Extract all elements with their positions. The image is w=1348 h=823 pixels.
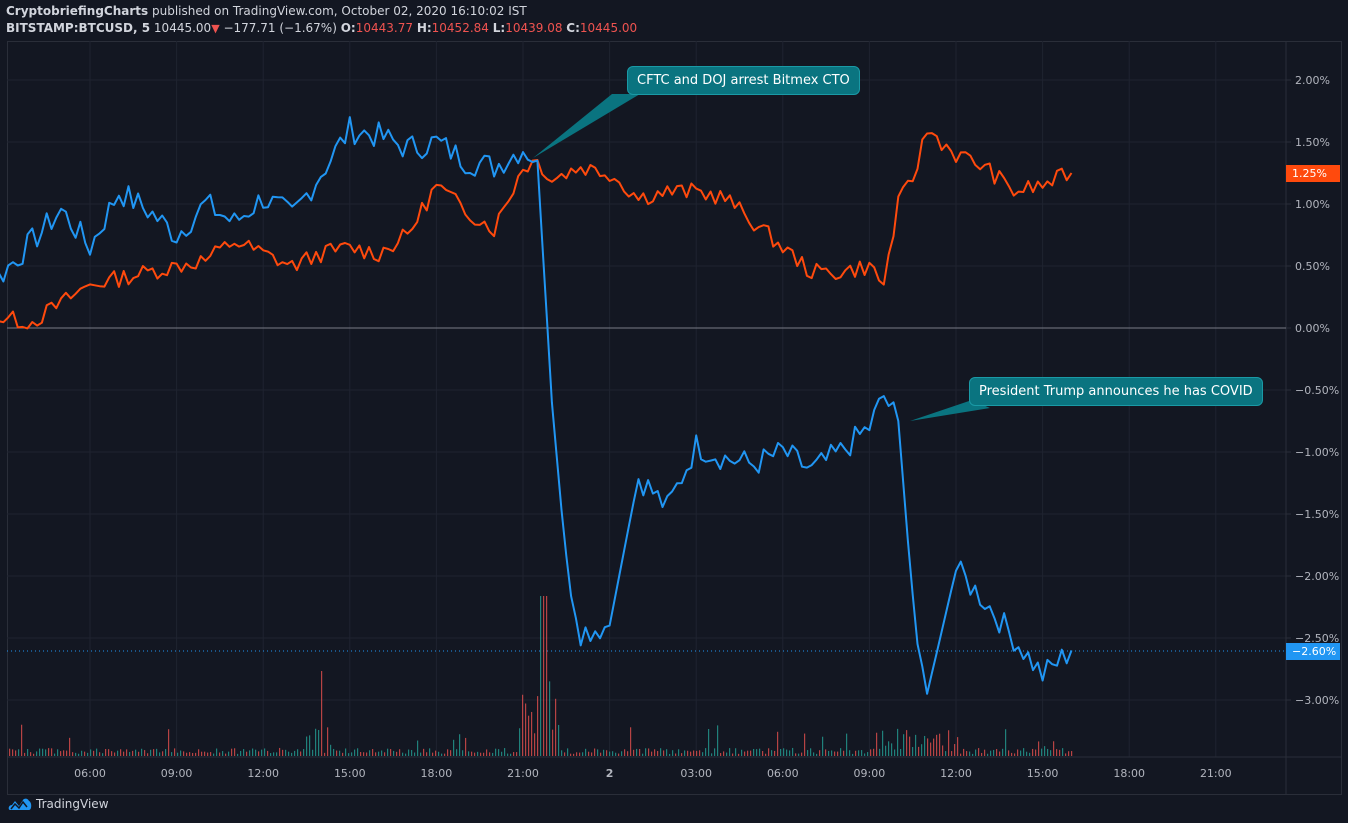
low-label: L:: [492, 21, 506, 35]
price-axis-label: −2.50%: [1295, 632, 1339, 645]
annotation-covid[interactable]: President Trump announces he has COVID: [969, 377, 1263, 406]
price-axis-label: 2.00%: [1295, 74, 1330, 87]
price-axis-label: −2.00%: [1295, 570, 1339, 583]
blue-price-tag: −2.60%: [1286, 643, 1340, 660]
price-axis-label: 1.00%: [1295, 198, 1330, 211]
symbol-label: BITSTAMP:BTCUSD, 5: [6, 21, 151, 35]
price-axis-label: 0.50%: [1295, 260, 1330, 273]
time-axis-label: 18:00: [421, 767, 453, 780]
author-name[interactable]: CryptobriefingCharts: [6, 4, 149, 18]
price-axis-label: −1.00%: [1295, 446, 1339, 459]
tradingview-brand: TradingView: [36, 797, 109, 811]
publish-info: published on TradingView.com, October 02…: [151, 4, 527, 18]
price-axis-label: −0.50%: [1295, 384, 1339, 397]
annotation-bitmex[interactable]: CFTC and DOJ arrest Bitmex CTO: [627, 66, 860, 95]
comparison-series-line: [0, 132, 1073, 330]
time-axis-label: 09:00: [161, 767, 193, 780]
low-value: 10439.08: [505, 21, 563, 35]
time-axis-label: 15:00: [334, 767, 366, 780]
time-axis-label: 12:00: [247, 767, 279, 780]
time-axis-label: 06:00: [767, 767, 799, 780]
time-axis-label: 21:00: [507, 767, 539, 780]
price-axis-label: 1.50%: [1295, 136, 1330, 149]
close-value: 10445.00: [579, 21, 638, 35]
publish-line: CryptobriefingCharts published on Tradin…: [6, 3, 637, 20]
orange-price-tag: 1.25%: [1286, 165, 1340, 182]
open-value: 10443.77: [355, 21, 413, 35]
price-axis[interactable]: 2.00% 1.50% 1.00% 0.50% 0.00% −0.50% −1.00% −1.…: [1286, 74, 1339, 707]
open-label: O:: [340, 21, 356, 35]
callout-pointer-covid: [910, 400, 990, 421]
time-axis-label: 21:00: [1200, 767, 1232, 780]
price-axis-label: 0.00%: [1295, 322, 1330, 335]
time-axis-label: 09:00: [854, 767, 886, 780]
tradingview-logo[interactable]: TradingView: [8, 796, 109, 812]
time-axis-label: 03:00: [680, 767, 712, 780]
time-axis-label: 15:00: [1027, 767, 1059, 780]
ohlc-line: BITSTAMP:BTCUSD, 5 10445.00▼ −177.71 (−1…: [6, 20, 637, 37]
time-axis-label: 06:00: [74, 767, 106, 780]
high-label: H:: [416, 21, 432, 35]
close-label: C:: [566, 21, 580, 35]
chart-header: CryptobriefingCharts published on Tradin…: [6, 3, 637, 37]
price-axis-label: −1.50%: [1295, 508, 1339, 521]
last-price: 10445.00: [153, 21, 212, 35]
callout-pointer-bitmex: [533, 94, 640, 158]
chart-frame: [7, 41, 1342, 795]
time-axis-label: 12:00: [940, 767, 972, 780]
price-axis-label: −3.00%: [1295, 694, 1339, 707]
down-arrow-icon: ▼: [211, 22, 220, 35]
time-axis-label: 18:00: [1113, 767, 1145, 780]
volume-histogram: [9, 596, 1073, 756]
high-value: 10452.84: [431, 21, 489, 35]
tradingview-cloud-icon: [8, 798, 32, 810]
time-axis-label: 2: [606, 767, 614, 780]
btcusd-series-line: [0, 116, 1073, 695]
price-change: −177.71 (−1.67%): [223, 21, 337, 35]
time-axis[interactable]: 06:00 09:00 12:00 15:00 18:00 21:00 2 03:00 06:0…: [74, 767, 1232, 780]
